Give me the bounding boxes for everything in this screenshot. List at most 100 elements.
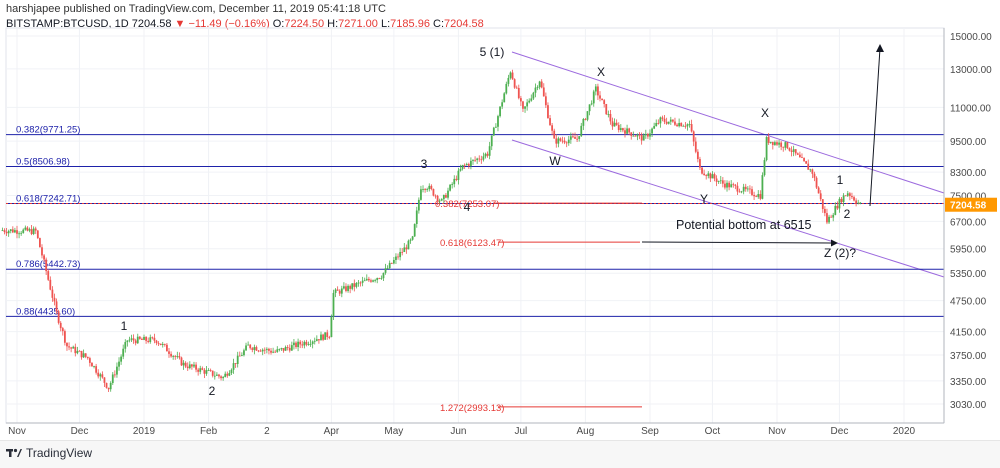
candle-body: [342, 286, 345, 289]
candle-body: [544, 96, 547, 106]
wave-label: Y: [700, 192, 708, 206]
candle-body: [26, 227, 29, 231]
candle-body: [576, 138, 579, 140]
extension-level-label: 1.272(2993.13): [440, 403, 504, 414]
candle-body: [226, 373, 229, 376]
candle-body: [372, 280, 374, 282]
candle-body: [286, 346, 289, 348]
x-tick-label: Jun: [450, 426, 466, 437]
fib-level-label: 0.88(4435.60): [16, 306, 75, 317]
candle-body: [261, 349, 264, 352]
candle-body: [509, 72, 512, 78]
candle-body: [159, 343, 162, 346]
candle-body: [605, 104, 608, 115]
candle-body: [222, 377, 225, 379]
candle-body: [724, 183, 726, 188]
candle-body: [584, 119, 587, 120]
candle-body: [430, 185, 433, 189]
low-label: L:: [380, 18, 391, 30]
candle-body: [334, 289, 337, 293]
candle-body: [278, 348, 281, 350]
candle-body: [582, 119, 585, 126]
candle-body: [22, 229, 25, 233]
price-chart[interactable]: 0.382(9771.25) 0.5(8506.98) 0.618(7242.71)…: [0, 0, 1000, 440]
candle-body: [730, 184, 733, 188]
candle-body: [499, 106, 501, 117]
candle-body: [5, 232, 8, 234]
wave-label: X: [597, 65, 605, 79]
candle-body: [409, 239, 412, 241]
candle-body: [453, 178, 456, 185]
candle-body: [732, 184, 735, 186]
candle-body: [176, 356, 179, 357]
candle-body: [311, 341, 314, 344]
candle-body: [367, 278, 370, 281]
wave-label: 2: [209, 384, 216, 398]
candle-body: [143, 336, 145, 340]
candle-body: [388, 262, 391, 269]
candle-body: [728, 182, 730, 188]
candle-body: [122, 348, 125, 357]
candle-body: [836, 205, 839, 209]
candle-body: [478, 158, 481, 160]
candle-body: [767, 137, 770, 143]
candle-body: [147, 340, 150, 342]
bottom-arrow-line: [641, 241, 833, 244]
candle-body: [186, 366, 189, 369]
candle-body: [561, 140, 564, 142]
candle-body: [157, 342, 160, 344]
candle-body: [347, 285, 349, 291]
candle-body: [224, 373, 227, 378]
candle-body: [472, 159, 474, 161]
candle-body: [757, 194, 760, 197]
candle-body: [713, 174, 716, 179]
y-tick-label: 5350.00: [950, 269, 987, 280]
candle-body: [378, 278, 381, 279]
wave-label: 5 (1): [480, 45, 505, 59]
x-tick-label: May: [384, 426, 403, 437]
candle-body: [853, 197, 855, 201]
candle-body: [771, 141, 774, 145]
candle-body: [113, 374, 116, 376]
candle-body: [503, 93, 506, 103]
candle-body: [492, 127, 495, 136]
candle-body: [719, 180, 722, 182]
candle-body: [218, 374, 220, 377]
candle-body: [236, 355, 239, 365]
candle-body: [661, 117, 664, 119]
candle-body: [290, 345, 293, 351]
candle-body: [461, 164, 464, 169]
candle-body: [32, 228, 35, 235]
candle-body: [646, 133, 649, 137]
candle-body: [18, 233, 20, 235]
candle-body: [694, 141, 697, 152]
candle-body: [340, 288, 343, 294]
candle-body: [517, 87, 520, 99]
candle-body: [432, 188, 435, 196]
candle-body: [386, 268, 389, 269]
y-tick-label: 3750.00: [950, 351, 987, 362]
symbol: BITSTAMP:BTCUSD, 1D: [6, 18, 129, 30]
candle-body: [145, 336, 147, 341]
y-tick-label: 4750.00: [950, 297, 987, 308]
candle-body: [782, 146, 785, 148]
candle-body: [642, 135, 645, 141]
candle-body: [699, 159, 701, 168]
candle-body: [220, 376, 222, 379]
candle-body: [482, 156, 485, 160]
candle-body: [486, 153, 489, 156]
fib-level-label: 0.786(5442.73): [16, 259, 80, 270]
candle-body: [191, 364, 193, 367]
candle-body: [380, 278, 383, 279]
candle-body: [786, 142, 789, 149]
candle-body: [230, 369, 233, 374]
candle-body: [315, 339, 318, 341]
tradingview-brand[interactable]: TradingView: [6, 446, 92, 460]
candle-body: [669, 119, 672, 122]
candle-body: [828, 216, 830, 223]
candle-body: [28, 229, 31, 231]
candle-body: [320, 334, 322, 341]
candle-body: [9, 229, 12, 231]
candle-body: [426, 189, 429, 190]
candle-body: [597, 86, 599, 96]
